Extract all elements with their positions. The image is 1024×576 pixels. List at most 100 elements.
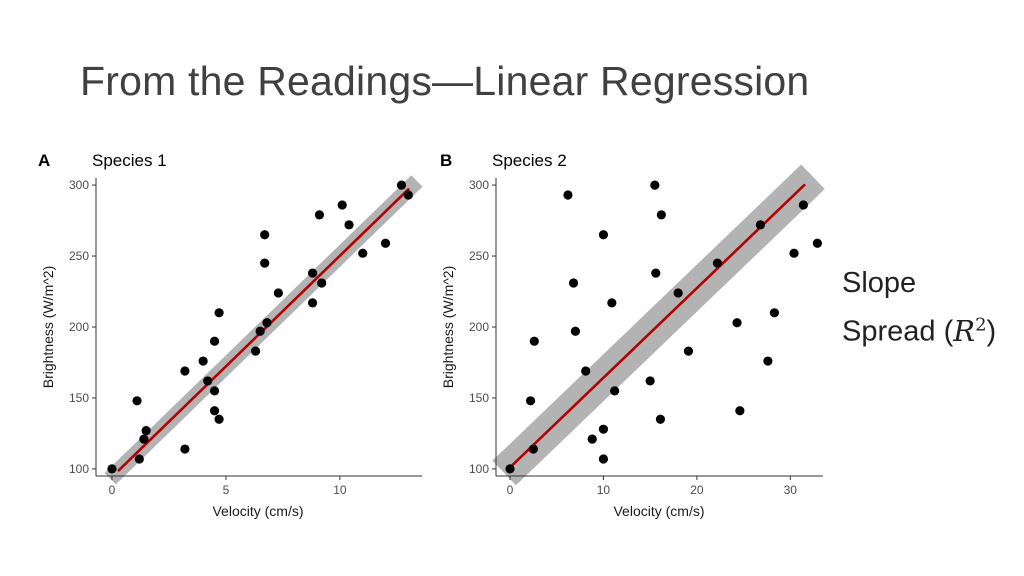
side-note-spread-suffix: ) [986, 315, 997, 348]
data-point-b [645, 376, 655, 386]
data-point-b [598, 424, 609, 434]
chart-title-a: Species 1 [92, 151, 167, 170]
data-point-a [337, 200, 347, 210]
chart-panel-b: B Species 2 Velocity (cm/s) Brightness (… [440, 151, 825, 519]
x-tick-label-a: 0 [109, 483, 116, 497]
data-point-a [141, 425, 151, 436]
chart-marks-b: 100 150 200 250 300 0 10 20 30 [469, 164, 825, 497]
x-tick-label-a: 5 [223, 483, 230, 497]
y-tick-label-a: 100 [69, 462, 89, 476]
data-point-a [139, 434, 149, 444]
x-tick-label-b: 20 [690, 483, 704, 497]
data-point-a [273, 288, 283, 298]
y-tick-label-a: 300 [69, 178, 89, 192]
side-note-spread-prefix: Spread ( [842, 315, 954, 348]
data-point-b [650, 180, 660, 190]
data-point-b [598, 230, 609, 240]
x-tick-label-b: 10 [597, 483, 611, 497]
data-point-b [712, 258, 723, 268]
x-tick-label-a: 10 [333, 483, 347, 497]
data-point-a [209, 406, 220, 416]
x-axis-title-b: Velocity (cm/s) [613, 503, 704, 519]
x-tick-label-b: 30 [784, 483, 798, 497]
data-point-a [214, 414, 224, 424]
data-point-b [812, 238, 822, 248]
data-point-b [798, 200, 808, 210]
data-point-b [570, 326, 581, 336]
data-point-a [107, 464, 117, 474]
x-axis-title-a: Velocity (cm/s) [212, 503, 303, 519]
data-point-b [598, 454, 609, 464]
y-tick-label-a: 200 [69, 320, 89, 334]
y-axis-title-a: Brightness (W/m^2) [40, 266, 56, 388]
data-point-b [568, 278, 579, 288]
y-tick-label-a: 150 [69, 391, 89, 405]
r-exponent: 2 [975, 314, 987, 335]
data-point-a [203, 376, 213, 386]
y-axis-title-b: Brightness (W/m^2) [440, 266, 456, 388]
data-point-b [683, 346, 694, 356]
data-point-a [317, 278, 327, 288]
data-point-a [396, 180, 407, 190]
data-point-b [563, 190, 573, 200]
data-point-a [209, 336, 220, 346]
data-point-a [255, 326, 265, 336]
data-point-b [655, 414, 666, 424]
data-point-a [209, 386, 220, 396]
r-squared-symbol: R2 [953, 314, 986, 348]
side-note-slope: Slope [842, 267, 917, 299]
data-point-b [581, 366, 591, 376]
data-point-a [307, 268, 318, 278]
data-point-a [260, 258, 270, 268]
data-point-b [769, 308, 780, 318]
data-point-b [610, 386, 620, 396]
data-point-a [380, 238, 391, 248]
data-point-b [525, 396, 536, 406]
data-point-b [607, 298, 617, 308]
data-point-b [505, 464, 515, 474]
y-tick-label-b: 300 [469, 178, 489, 192]
panel-letter-a: A [38, 151, 50, 170]
r-variable: R [953, 313, 976, 348]
data-point-a [180, 444, 190, 454]
y-tick-label-b: 150 [469, 391, 489, 405]
data-point-a [198, 356, 208, 366]
regression-line-b [511, 183, 806, 466]
data-point-a [180, 366, 190, 376]
data-point-a [403, 190, 413, 200]
data-point-a [250, 346, 261, 356]
data-point-b [651, 268, 661, 278]
y-tick-label-b: 250 [469, 249, 489, 263]
data-point-b [587, 434, 597, 444]
y-tick-label-a: 250 [69, 249, 89, 263]
data-point-b [656, 210, 666, 220]
data-point-a [134, 454, 144, 464]
data-point-b [528, 444, 538, 454]
data-point-a [262, 318, 272, 328]
chart-marks-a: 100 150 200 250 300 0 5 10 [69, 175, 423, 497]
y-tick-label-b: 200 [469, 320, 489, 334]
chart-panel-a: A Species 1 Velocity (cm/s) Brightness (… [38, 151, 423, 519]
data-point-b [755, 220, 766, 230]
data-point-a [314, 210, 325, 220]
data-point-a [132, 396, 142, 406]
y-tick-label-b: 100 [469, 462, 489, 476]
data-point-b [735, 406, 745, 416]
data-point-b [673, 288, 683, 298]
data-point-a [344, 220, 354, 230]
chart-title-b: Species 2 [492, 151, 567, 170]
side-note-spread: Spread (R2) [842, 304, 996, 353]
data-point-b [732, 318, 742, 328]
panel-letter-b: B [440, 151, 452, 170]
data-point-a [260, 230, 270, 240]
data-point-a [358, 248, 368, 258]
side-note: Slope Spread (R2) [842, 262, 996, 353]
data-point-a [307, 298, 318, 308]
x-tick-label-b: 0 [507, 483, 514, 497]
data-point-a [214, 308, 224, 318]
slide-title: From the Readings—Linear Regression [80, 58, 810, 104]
data-point-b [789, 248, 799, 258]
data-point-b [763, 356, 773, 366]
data-point-b [529, 336, 539, 346]
